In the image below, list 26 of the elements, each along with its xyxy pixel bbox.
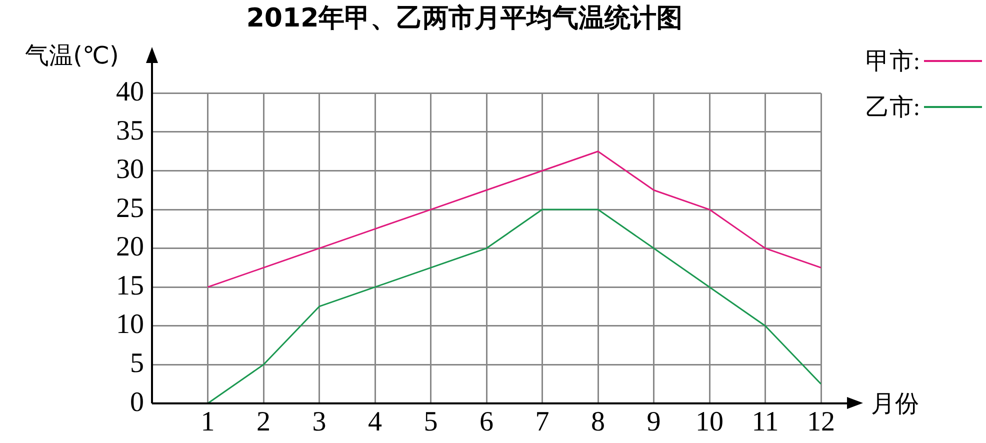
y-tick-label: 0 (130, 386, 144, 418)
y-tick-label: 35 (116, 115, 144, 146)
y-tick-label: 10 (116, 309, 144, 340)
y-tick-label: 40 (116, 76, 144, 108)
x-tick-label: 12 (807, 406, 835, 438)
y-tick-label: 30 (116, 154, 144, 186)
x-tick-label: 9 (646, 406, 661, 438)
chart-title: 2012年甲、乙两市月平均气温统计图 (246, 3, 683, 34)
y-axis-title: 气温(℃) (25, 41, 119, 70)
x-tick-label: 6 (480, 406, 494, 438)
x-tick-label: 2 (256, 406, 270, 438)
x-tick-label: 5 (424, 406, 438, 438)
x-tick-label: 8 (591, 406, 605, 438)
legend-label: 甲市: (865, 48, 920, 77)
x-tick-label: 3 (312, 406, 326, 438)
x-tick-label: 4 (368, 406, 382, 438)
legend-label: 乙市: (865, 94, 920, 123)
x-tick-label: 11 (752, 406, 779, 438)
x-axis-title: 月份 (871, 390, 919, 418)
y-tick-label: 15 (116, 270, 144, 302)
x-tick-label: 1 (200, 406, 215, 438)
y-tick-label: 20 (116, 232, 144, 263)
x-tick-label: 10 (696, 406, 724, 438)
x-tick-label: 7 (535, 406, 550, 438)
y-tick-label: 25 (116, 192, 144, 224)
y-tick-label: 5 (130, 348, 144, 379)
